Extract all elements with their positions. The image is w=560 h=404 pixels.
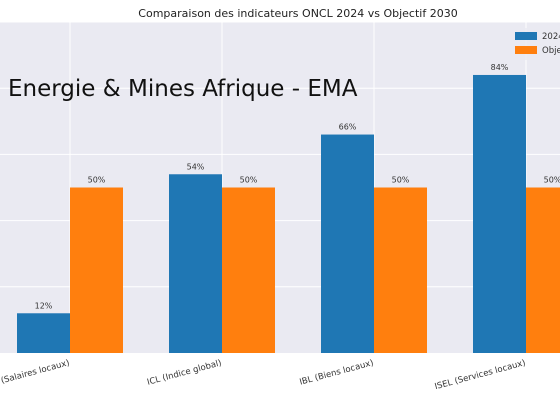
bar-value-label: 54%: [187, 162, 205, 171]
legend-swatch-2024: [515, 32, 537, 40]
legend-label-2024: 2024: [542, 32, 560, 42]
bar-2024-2: [321, 134, 374, 353]
bar-value-label: 50%: [544, 176, 560, 185]
company-banner: Energie & Mines Afrique - EMA: [8, 76, 358, 102]
bars: [17, 74, 560, 354]
bar-labels: 12% 54% 66% 84% 50% 50% 50% 50%: [35, 63, 560, 310]
legend-label-objectif: Objectif 2030: [542, 46, 560, 56]
bar-objectif-2: [374, 187, 427, 353]
bar-value-label: 50%: [88, 176, 106, 185]
bar-objectif-0: [70, 187, 123, 353]
bar-value-label: 50%: [392, 176, 410, 185]
bar-value-label: 50%: [240, 176, 258, 185]
bar-value-label: 66%: [339, 123, 357, 132]
bar-value-label: 84%: [491, 63, 509, 72]
bar-value-label: 12%: [35, 301, 53, 310]
bar-2024-3: [473, 74, 526, 354]
chart-title: Comparaison des indicateurs ONCL 2024 vs…: [138, 7, 457, 20]
legend: 2024 Objectif 2030: [508, 28, 560, 60]
bar-2024-0: [17, 313, 70, 353]
bar-objectif-1: [222, 187, 275, 353]
bar-objectif-3: [526, 187, 560, 353]
legend-swatch-objectif: [515, 46, 537, 54]
bar-2024-1: [169, 174, 222, 353]
